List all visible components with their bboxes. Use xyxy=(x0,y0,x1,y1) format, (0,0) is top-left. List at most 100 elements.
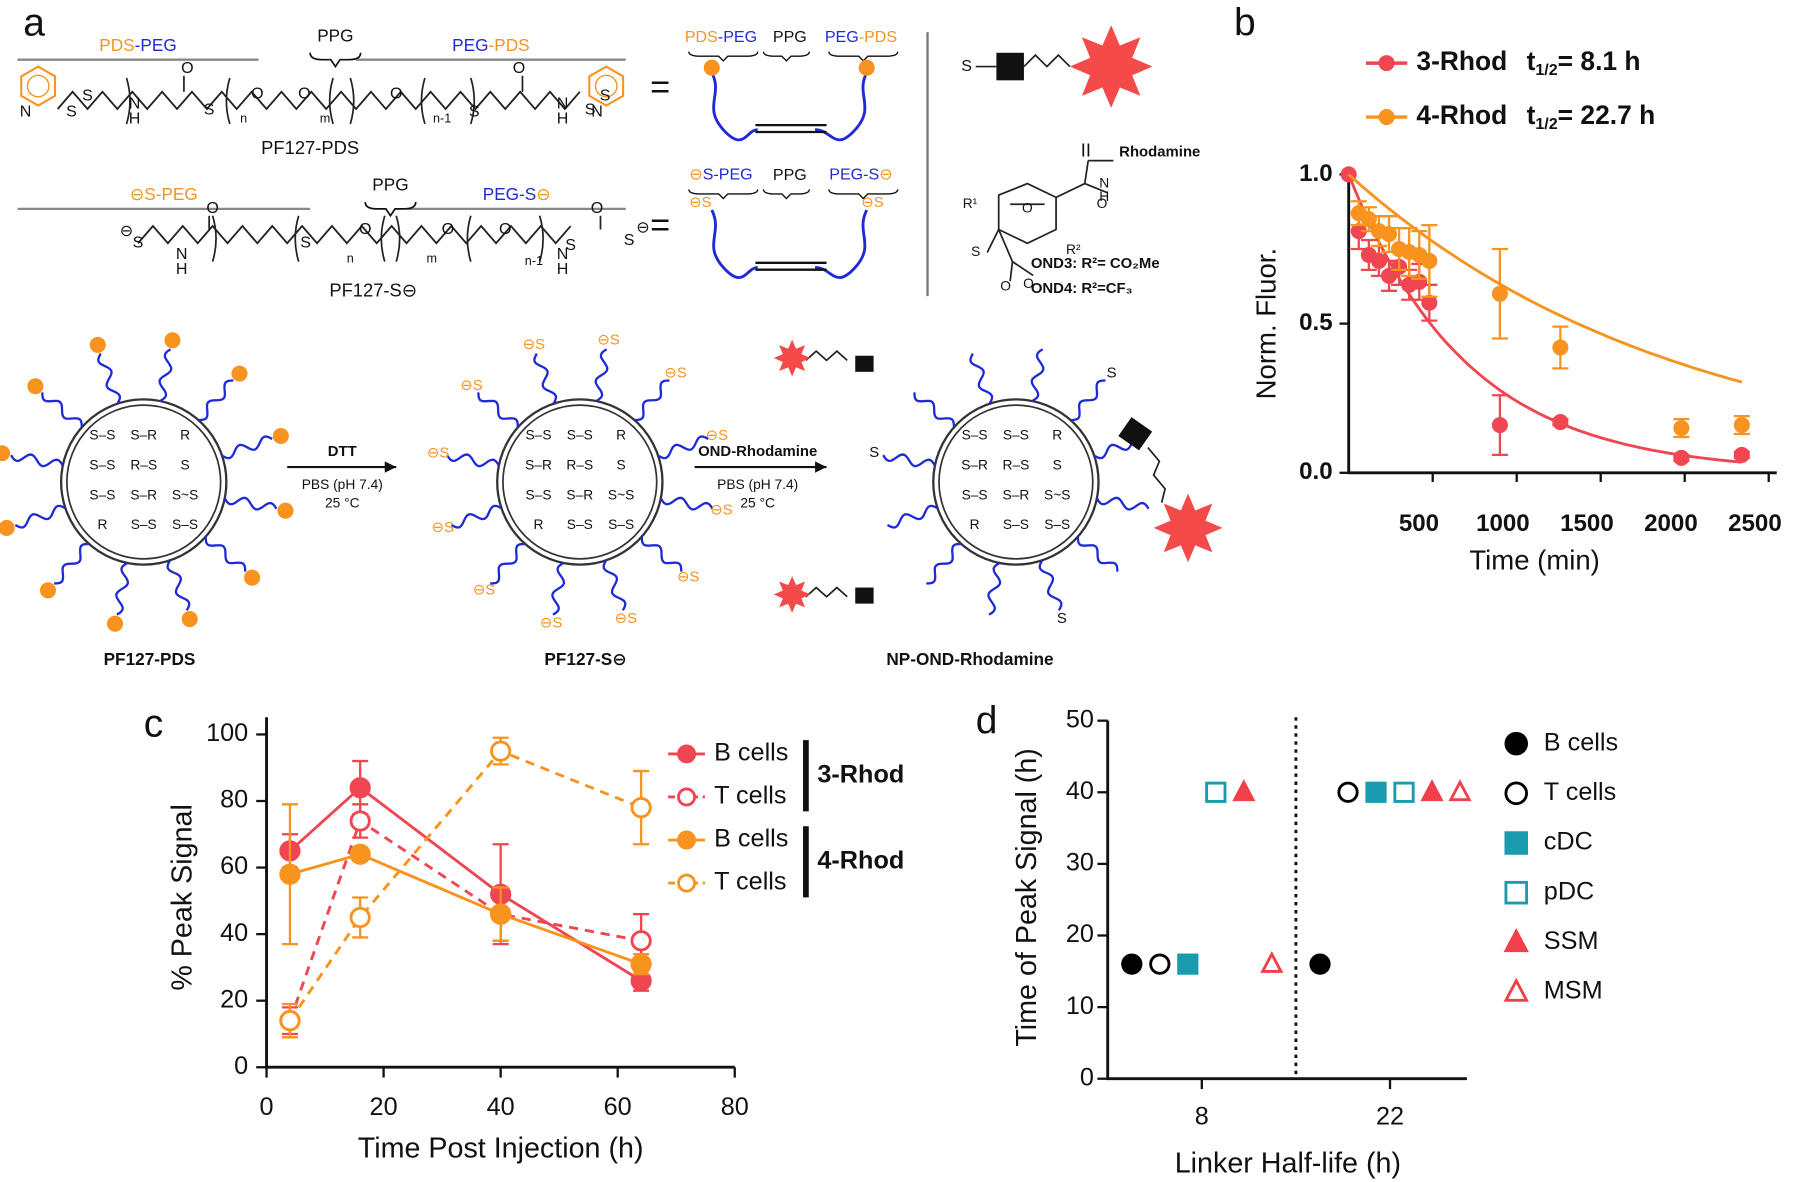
marker xyxy=(1421,252,1438,269)
marker xyxy=(1205,781,1227,803)
label: R xyxy=(970,517,980,532)
label: ⊖S xyxy=(710,503,732,519)
particle xyxy=(496,398,664,566)
peg-chain xyxy=(926,542,962,585)
label: 25 °C xyxy=(740,495,775,510)
rhodamine-star xyxy=(773,576,811,613)
x-tick-label: 0 xyxy=(260,1093,274,1121)
y-tick-label: 40 xyxy=(220,919,248,947)
label: H xyxy=(1099,189,1109,204)
ring xyxy=(20,65,57,107)
paren xyxy=(380,215,386,262)
label: PPG xyxy=(773,166,807,184)
label-part: S xyxy=(444,520,454,536)
label: = xyxy=(650,206,670,244)
label: H xyxy=(557,110,569,128)
label: S~S xyxy=(172,487,198,502)
label-part: PDS xyxy=(99,34,134,54)
label-part: S xyxy=(610,332,620,348)
label-part: -PEG xyxy=(135,34,177,54)
half-life-value: = 8.1 h xyxy=(1558,46,1641,76)
label: S–S xyxy=(1003,517,1029,532)
label: R–S xyxy=(566,458,593,473)
arrow-head xyxy=(384,461,397,473)
paren xyxy=(211,215,217,262)
peg-chain xyxy=(115,562,130,616)
x-tick-label: 20 xyxy=(370,1093,398,1121)
legend-label: B cells xyxy=(714,739,788,767)
peg-chain xyxy=(204,536,247,572)
particle xyxy=(66,404,222,560)
label: O xyxy=(442,220,454,238)
arrow-head xyxy=(815,461,827,473)
rhodamine-star xyxy=(773,339,811,377)
label: ⊖S-PEG xyxy=(689,166,752,184)
label: PEG-S⊖ xyxy=(483,184,551,204)
ring xyxy=(588,65,625,107)
label: S–S xyxy=(567,428,593,443)
marker xyxy=(1365,781,1387,803)
label: N xyxy=(557,95,569,113)
label-part: S xyxy=(485,582,495,598)
legend-label: MSM xyxy=(1544,977,1603,1005)
linker-chain xyxy=(1023,53,1071,68)
y-tick-label: 40 xyxy=(1066,777,1094,805)
panel-letter: b xyxy=(1234,2,1256,45)
label: S xyxy=(1053,458,1062,473)
x-tick-label: 40 xyxy=(487,1093,515,1121)
label-part: ⊖ xyxy=(706,428,719,444)
peg-chain xyxy=(533,353,558,405)
label-part: PEG-S xyxy=(483,184,537,204)
label: ⊖S xyxy=(523,337,546,353)
peg-chain xyxy=(446,453,500,468)
label: ⊖S xyxy=(473,582,496,598)
marker xyxy=(1491,285,1508,302)
legend-label: pDC xyxy=(1544,877,1594,905)
legend-marker xyxy=(1378,55,1395,72)
label: N xyxy=(591,103,603,121)
paren xyxy=(420,77,426,125)
marker xyxy=(1121,953,1143,975)
legend-label: T cells xyxy=(714,782,786,810)
label: R xyxy=(1052,428,1062,443)
x-tick-label: 22 xyxy=(1376,1102,1404,1130)
legend-group: 3-Rhod xyxy=(817,760,904,788)
peg-chain xyxy=(659,496,714,511)
peg-chain xyxy=(97,353,122,405)
pds-end xyxy=(858,59,875,76)
marker xyxy=(1370,252,1387,269)
x-axis-label: Time Post Injection (h) xyxy=(358,1132,644,1164)
pds-end xyxy=(181,611,198,628)
label: ⊖S xyxy=(677,570,700,586)
label: m xyxy=(427,252,438,266)
legend-label: T cells xyxy=(714,868,786,896)
y-tick-label: 50 xyxy=(1066,705,1094,733)
label: = xyxy=(650,69,670,107)
label-part: ⊖ xyxy=(597,332,610,348)
ring-inner xyxy=(26,74,50,98)
legend-marker xyxy=(1504,880,1529,905)
pds-end xyxy=(27,378,44,395)
label: PPG xyxy=(372,174,408,194)
paren xyxy=(349,77,355,125)
label: S xyxy=(300,234,311,252)
peg-chain xyxy=(41,392,83,428)
label-part: -PEG xyxy=(718,28,757,46)
legend-marker xyxy=(1503,977,1529,1002)
peg-chain xyxy=(166,559,191,611)
y-tick-label: 10 xyxy=(1066,992,1094,1020)
label-part: ⊖ xyxy=(427,445,439,461)
label-part: ⊖ xyxy=(130,184,144,204)
label: ⊖S xyxy=(615,611,638,627)
label: S xyxy=(204,100,215,118)
label: n xyxy=(347,252,354,266)
ond-square xyxy=(855,587,874,604)
label: S xyxy=(133,234,144,252)
label: OND-Rhodamine xyxy=(698,444,817,460)
legend-marker xyxy=(1504,731,1529,756)
peg-chain xyxy=(913,392,956,428)
label: PBS (pH 7.4) xyxy=(717,477,798,492)
peg-chain xyxy=(602,559,627,611)
legend-label: 3-Rhod xyxy=(1416,46,1507,76)
